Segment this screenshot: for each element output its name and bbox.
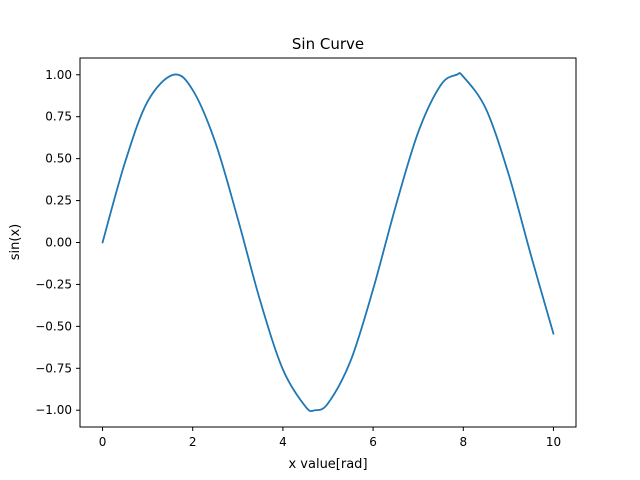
- y-axis-label: sin(x): [8, 224, 23, 260]
- chart-title: Sin Curve: [292, 35, 364, 53]
- y-tick-label: −0.25: [35, 277, 72, 291]
- plot-area: 0 2 4 6 8 10 −1.00 −0.75 −0.50 −0.25 0.00 0.25 0.50 0…: [35, 68, 561, 449]
- plot-frame: [79, 57, 577, 428]
- x-tick-label: 4: [279, 435, 287, 449]
- y-tick-label: 0.75: [45, 110, 72, 124]
- x-tick-label: 0: [99, 435, 107, 449]
- y-tick-label: 1.00: [45, 68, 72, 82]
- y-tick-label: −1.00: [35, 403, 72, 417]
- x-tick-label: 6: [369, 435, 377, 449]
- y-tick-label: 0.50: [45, 152, 72, 166]
- x-tick-label: 2: [189, 435, 197, 449]
- x-axis-label: x value[rad]: [288, 457, 367, 472]
- y-tick-label: −0.75: [35, 361, 72, 375]
- y-tick-label: −0.50: [35, 319, 72, 333]
- y-tick-label: 0.00: [45, 236, 72, 250]
- series-line: [101, 72, 555, 413]
- x-tick-label: 10: [546, 435, 561, 449]
- x-tick-label: 8: [459, 435, 467, 449]
- y-tick-label: 0.25: [45, 194, 72, 208]
